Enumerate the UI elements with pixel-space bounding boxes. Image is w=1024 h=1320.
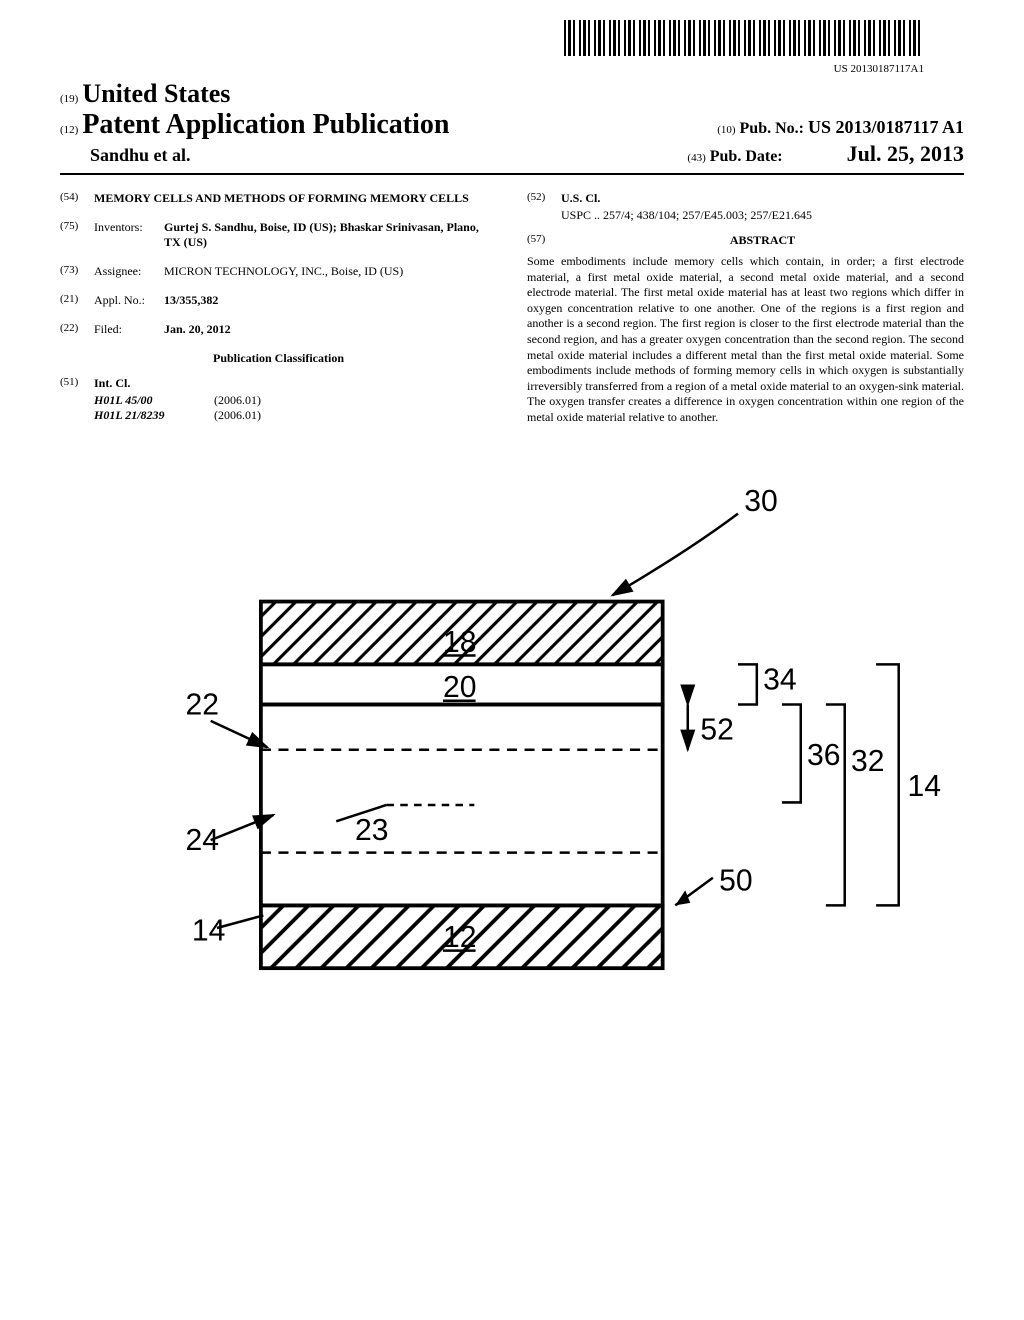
svg-text:20: 20 — [443, 671, 477, 704]
svg-text:30: 30 — [744, 485, 778, 518]
abstract-text: Some embodiments include memory cells wh… — [527, 254, 964, 426]
pub-no-value: US 2013/0187117 A1 — [808, 117, 964, 137]
appl-label: Appl. No.: — [94, 293, 164, 308]
pub-type-code: (12) — [60, 124, 78, 136]
intcl-class: H01L 45/00 — [94, 393, 214, 408]
pub-no-label: Pub. No.: — [740, 120, 804, 137]
figure-svg: 30 18 20 22 34 52 36 32 14 23 24 50 14 12 — [60, 476, 964, 1079]
svg-text:23: 23 — [355, 814, 389, 847]
svg-text:32: 32 — [851, 745, 885, 778]
assignee-code: (73) — [60, 264, 94, 279]
svg-text:50: 50 — [719, 864, 753, 897]
intcl-code: (51) — [60, 376, 94, 391]
barcode-graphic — [564, 20, 924, 56]
country-name: United States — [82, 79, 230, 108]
pub-no-code: (10) — [717, 124, 735, 136]
country-code: (19) — [60, 93, 78, 105]
right-column: (52) U.S. Cl. USPC .. 257/4; 438/104; 25… — [527, 191, 964, 426]
appl-value: 13/355,382 — [164, 293, 497, 308]
intcl-version: (2006.01) — [214, 408, 261, 423]
barcode-section: US 20130187117A1 — [60, 20, 964, 75]
svg-text:22: 22 — [186, 688, 220, 721]
pub-date-value: Jul. 25, 2013 — [847, 141, 964, 166]
inventors-value: Gurtej S. Sandhu, Boise, ID (US); Bhaska… — [164, 220, 497, 250]
appl-code: (21) — [60, 293, 94, 308]
pub-type: Patent Application Publication — [82, 109, 449, 140]
pubclass-heading: Publication Classification — [60, 351, 497, 366]
inventors-label: Inventors: — [94, 220, 164, 250]
svg-text:18: 18 — [443, 625, 477, 658]
barcode-text: US 20130187117A1 — [60, 63, 924, 75]
intcl-label: Int. Cl. — [94, 376, 130, 390]
pub-date-label: Pub. Date: — [710, 148, 783, 165]
uscl-value: USPC .. 257/4; 438/104; 257/E45.003; 257… — [527, 208, 964, 223]
uscl-code: (52) — [527, 191, 561, 206]
pub-date-code: (43) — [687, 152, 705, 164]
svg-text:14: 14 — [907, 770, 941, 803]
abstract-heading: ABSTRACT — [561, 233, 964, 248]
filed-label: Filed: — [94, 322, 164, 337]
title-code: (54) — [60, 191, 94, 206]
uscl-label: U.S. Cl. — [561, 191, 600, 205]
intcl-class: H01L 21/8239 — [94, 408, 214, 423]
svg-text:24: 24 — [186, 824, 220, 857]
filed-code: (22) — [60, 322, 94, 337]
svg-text:52: 52 — [700, 713, 734, 746]
document-header: (19) United States (12) Patent Applicati… — [60, 79, 964, 175]
inventors-code: (75) — [60, 220, 94, 250]
abstract-code: (57) — [527, 233, 561, 252]
authors: Sandhu et al. — [90, 145, 191, 165]
svg-text:34: 34 — [763, 663, 797, 696]
assignee-label: Assignee: — [94, 264, 164, 279]
assignee-value: MICRON TECHNOLOGY, INC., Boise, ID (US) — [164, 264, 497, 279]
svg-text:36: 36 — [807, 738, 841, 771]
svg-text:12: 12 — [443, 920, 477, 953]
filed-value: Jan. 20, 2012 — [164, 322, 497, 337]
left-column: (54) MEMORY CELLS AND METHODS OF FORMING… — [60, 191, 497, 426]
svg-text:14: 14 — [192, 914, 226, 947]
patent-figure: 30 18 20 22 34 52 36 32 14 23 24 50 14 12 — [60, 476, 964, 1079]
intcl-version: (2006.01) — [214, 393, 261, 408]
intcl-row: H01L 45/00 (2006.01) — [94, 393, 497, 408]
invention-title: MEMORY CELLS AND METHODS OF FORMING MEMO… — [94, 191, 497, 206]
bibliographic-section: (54) MEMORY CELLS AND METHODS OF FORMING… — [60, 191, 964, 426]
intcl-row: H01L 21/8239 (2006.01) — [94, 408, 497, 423]
